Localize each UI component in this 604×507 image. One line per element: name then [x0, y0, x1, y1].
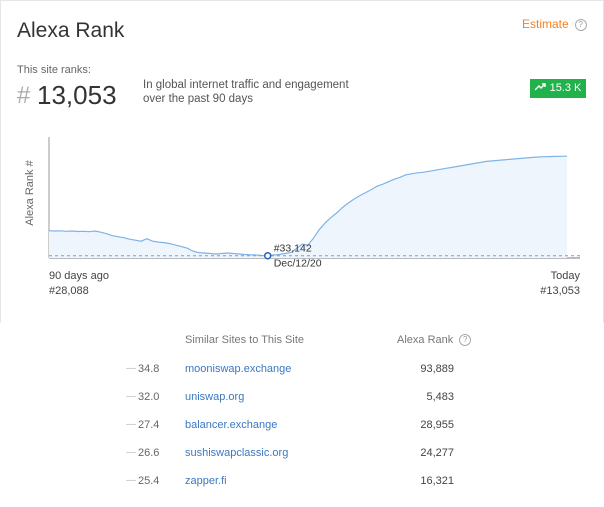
y-axis-label: Alexa Rank #	[24, 159, 36, 225]
start-label: 90 days ago	[49, 270, 109, 282]
row-dash: —	[126, 363, 136, 374]
site-rank: 16,321	[420, 475, 454, 487]
change-badge: 15.3 K	[530, 79, 586, 98]
rank-chart: Alexa Rank # #33,142 Dec/12/20	[24, 137, 580, 270]
table-row: — 25.4 zapper.fi 16,321	[0, 475, 604, 495]
rank-description: In global internet traffic and engagemen…	[143, 79, 349, 105]
overlap-score: 26.6	[138, 447, 160, 459]
change-value: 15.3 K	[549, 82, 582, 94]
alexa-rank-header-label: Alexa Rank	[397, 334, 454, 346]
overlap-score: 34.8	[138, 363, 160, 375]
card-title: Alexa Rank	[17, 19, 125, 42]
end-label: Today	[550, 270, 580, 282]
start-rank: #28,088	[49, 285, 89, 297]
table-row: — 34.8 mooniswap.exchange 93,889	[0, 363, 604, 383]
estimate-label[interactable]: Estimate	[522, 17, 569, 31]
end-rank: #13,053	[540, 285, 580, 297]
site-link[interactable]: sushiswapclassic.org	[185, 447, 289, 459]
rank-area	[49, 156, 567, 258]
site-rank: 24,277	[420, 447, 454, 459]
table-row: — 26.6 sushiswapclassic.org 24,277	[0, 447, 604, 467]
overlap-score: 27.4	[138, 419, 160, 431]
x-end-label: Today #13,053	[540, 269, 580, 299]
ranks-label: This site ranks:	[17, 64, 91, 76]
rank-value: 13,053	[37, 80, 117, 110]
highlight-rank: #33,142	[274, 243, 312, 255]
x-start-label: 90 days ago #28,088	[49, 269, 109, 299]
site-link[interactable]: mooniswap.exchange	[185, 363, 292, 375]
row-dash: —	[126, 447, 136, 458]
trend-up-icon	[534, 83, 546, 91]
estimate-link[interactable]: Estimate?	[522, 17, 587, 31]
rank-line	[48, 155, 568, 257]
overlap-score: 25.4	[138, 475, 160, 487]
similar-sites-header: Similar Sites to This Site	[185, 334, 305, 346]
site-rank: 28,955	[420, 419, 454, 431]
alexa-rank-header: Alexa Rank?	[397, 334, 472, 346]
overlap-score: 32.0	[138, 391, 160, 403]
site-link[interactable]: balancer.exchange	[185, 419, 278, 431]
row-dash: —	[126, 391, 136, 402]
highlight-point[interactable]	[263, 251, 272, 260]
site-rank: 93,889	[420, 363, 454, 375]
row-dash: —	[126, 475, 136, 486]
rank-hash: #	[17, 82, 31, 109]
table-row: — 32.0 uniswap.org 5,483	[0, 391, 604, 411]
site-link[interactable]: uniswap.org	[185, 391, 245, 403]
row-dash: —	[126, 419, 136, 430]
site-rank: 5,483	[426, 391, 454, 403]
highlight-date: Dec/12/20	[274, 258, 322, 270]
site-link[interactable]: zapper.fi	[185, 475, 227, 487]
help-icon[interactable]: ?	[459, 334, 472, 346]
table-row: — 27.4 balancer.exchange 28,955	[0, 419, 604, 439]
help-icon[interactable]: ?	[574, 19, 587, 31]
